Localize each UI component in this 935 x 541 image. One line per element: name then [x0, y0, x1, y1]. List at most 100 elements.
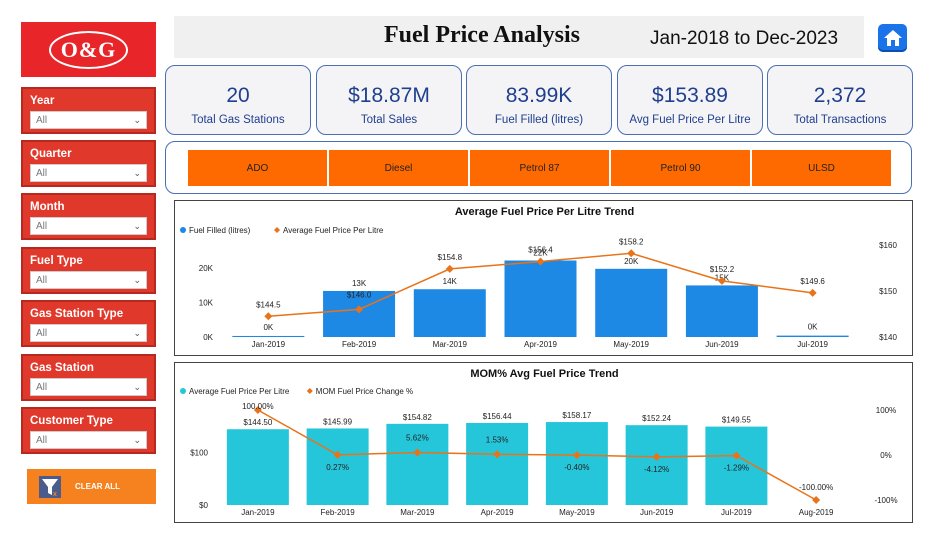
kpi-avg-fuel-price: $153.89 Avg Fuel Price Per Litre: [617, 65, 763, 135]
line-data-label: $154.8: [438, 253, 463, 262]
bar-data-label: 22K: [533, 249, 548, 258]
y-right-tick: $160: [879, 241, 897, 250]
x-tick-label: May-2019: [613, 340, 649, 349]
kpi-fuel-filled: 83.99K Fuel Filled (litres): [466, 65, 612, 135]
logo-text: O&G: [48, 30, 129, 69]
line-data-label: -1.29%: [724, 464, 749, 473]
fuel-button-ado[interactable]: ADO: [188, 150, 327, 186]
line-data-label: -4.12%: [644, 465, 669, 474]
kpi-label: Avg Fuel Price Per Litre: [629, 114, 751, 126]
legend-marker-line: [274, 227, 280, 233]
slicer-month: Month All ⌄: [21, 193, 156, 240]
gas-station-type-dropdown[interactable]: All ⌄: [30, 324, 147, 342]
line-point: [264, 312, 273, 321]
fuel-button-ulsd[interactable]: ULSD: [752, 150, 891, 186]
x-tick-label: Jul-2019: [797, 340, 828, 349]
chart-title: MOM% Avg Fuel Price Trend: [470, 368, 618, 380]
y-right-tick: 100%: [876, 406, 896, 415]
bar: [226, 429, 289, 505]
line-point: [355, 305, 364, 314]
svg-text:x: x: [53, 491, 57, 498]
kpi-value: $153.89: [652, 84, 728, 107]
dropdown-value: All: [36, 114, 48, 126]
line-data-label: $156.4: [528, 246, 553, 255]
bar-data-label: 0K: [263, 323, 273, 332]
legend-marker-bar: [180, 227, 186, 233]
x-tick-label: Mar-2019: [400, 508, 435, 517]
chart2-svg: MOM% Avg Fuel Price Trend Average Fuel Pr…: [180, 368, 898, 517]
bar: [386, 423, 449, 505]
slicer-label: Gas Station Type: [30, 308, 124, 320]
x-tick-label: Jun-2019: [640, 508, 674, 517]
fuel-button-diesel[interactable]: Diesel: [329, 150, 468, 186]
line-data-label: -100.00%: [799, 483, 833, 492]
clear-all-button[interactable]: x CLEAR ALL: [27, 469, 156, 504]
line-point: [333, 450, 342, 459]
fuel-button-petrol-90[interactable]: Petrol 90: [611, 150, 750, 186]
bar: [685, 285, 758, 337]
slicer-label: Year: [30, 95, 55, 107]
bar: [595, 268, 668, 337]
kpi-value: $18.87M: [348, 84, 430, 107]
x-tick-label: Jul-2019: [721, 508, 752, 517]
x-tick-label: Apr-2019: [524, 340, 557, 349]
x-tick-label: Mar-2019: [433, 340, 468, 349]
line-point: [445, 264, 454, 273]
bar-data-label: 13K: [352, 279, 367, 288]
chevron-down-icon: ⌄: [133, 167, 141, 178]
bar: [413, 289, 486, 337]
dropdown-value: All: [36, 274, 48, 286]
slicer-gas-station: Gas Station All ⌄: [21, 354, 156, 401]
line-point: [493, 450, 502, 459]
kpi-value: 20: [226, 84, 250, 107]
legend-item-bar: Average Fuel Price Per Litre: [189, 387, 290, 396]
quarter-dropdown[interactable]: All ⌄: [30, 164, 147, 182]
fuel-type-dropdown[interactable]: All ⌄: [30, 271, 147, 289]
dropdown-value: All: [36, 220, 48, 232]
clear-all-label: CLEAR ALL: [75, 482, 121, 491]
title-bar: Fuel Price Analysis Jan-2018 to Dec-2023: [174, 16, 864, 58]
line-data-label: $144.5: [256, 300, 281, 309]
y-left-tick: 10K: [199, 298, 214, 307]
line-data-label: 5.62%: [406, 433, 429, 442]
legend-item-bar: Fuel Filled (litres): [189, 226, 251, 235]
clear-filter-icon: x: [39, 475, 61, 498]
dropdown-value: All: [36, 327, 48, 339]
line-point: [717, 276, 726, 285]
chart-title: Average Fuel Price Per Litre Trend: [455, 206, 634, 218]
slicer-gas-station-type: Gas Station Type All ⌄: [21, 300, 156, 347]
bar-data-label: 20K: [624, 257, 639, 266]
bar: [504, 260, 577, 337]
avg-fuel-price-trend-chart: Average Fuel Price Per Litre Trend Fuel F…: [174, 200, 913, 356]
page-title: Fuel Price Analysis: [384, 22, 580, 48]
bar: [232, 335, 305, 337]
year-dropdown[interactable]: All ⌄: [30, 111, 147, 129]
fuel-button-petrol-87[interactable]: Petrol 87: [470, 150, 609, 186]
line-point: [536, 257, 545, 266]
chevron-down-icon: ⌄: [133, 274, 141, 285]
line-data-label: $152.2: [710, 265, 735, 274]
legend-marker-bar: [180, 388, 186, 394]
kpi-total-gas-stations: 20 Total Gas Stations: [165, 65, 311, 135]
customer-type-dropdown[interactable]: All ⌄: [30, 431, 147, 449]
dropdown-value: All: [36, 167, 48, 179]
company-logo: O&G: [21, 22, 156, 77]
month-dropdown[interactable]: All ⌄: [30, 217, 147, 235]
bar: [545, 422, 608, 505]
line-point: [253, 406, 262, 414]
bar: [306, 428, 369, 505]
bar: [466, 422, 529, 505]
line-data-label: $146.0: [347, 290, 372, 299]
gas-station-dropdown[interactable]: All ⌄: [30, 378, 147, 396]
trend-line: [257, 409, 817, 501]
line-point: [572, 451, 581, 460]
x-tick-label: Feb-2019: [342, 340, 377, 349]
line-data-label: -0.40%: [564, 463, 589, 472]
y-right-tick: $150: [879, 287, 897, 296]
line-data-label: $158.2: [619, 237, 644, 246]
bar-data-label: $149.55: [722, 416, 751, 425]
home-button[interactable]: [878, 24, 907, 52]
bar-data-label: $144.50: [243, 418, 272, 427]
x-tick-label: Feb-2019: [321, 508, 356, 517]
kpi-total-sales: $18.87M Total Sales: [316, 65, 462, 135]
